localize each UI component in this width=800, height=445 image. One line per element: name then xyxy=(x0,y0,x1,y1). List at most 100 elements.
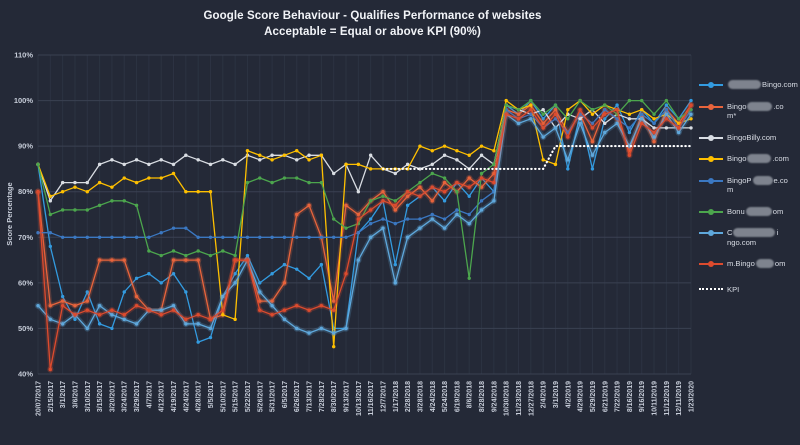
data-point-marker xyxy=(640,117,644,121)
data-point-marker xyxy=(344,235,348,239)
series-line-marker-icon xyxy=(699,176,723,185)
data-point-marker xyxy=(134,276,139,280)
data-point-marker xyxy=(442,217,447,221)
data-point-marker xyxy=(122,313,126,317)
data-point-marker xyxy=(122,162,126,167)
data-point-marker xyxy=(97,180,102,185)
data-point-marker xyxy=(492,149,496,153)
data-point-marker xyxy=(368,221,373,226)
data-point-marker xyxy=(331,344,336,349)
data-point-marker xyxy=(196,258,200,262)
data-point-marker xyxy=(541,135,545,139)
data-point-marker xyxy=(553,103,558,107)
legend-item-bingo-com[interactable]: Bingo.com xyxy=(699,80,798,90)
data-point-marker xyxy=(541,158,545,162)
data-point-marker xyxy=(319,303,324,308)
data-point-marker xyxy=(147,308,151,312)
data-point-marker xyxy=(171,171,176,176)
x-axis-tick-label: 3/15/2017 xyxy=(97,381,104,412)
data-point-marker xyxy=(442,153,447,157)
data-point-marker xyxy=(282,235,287,239)
x-axis-tick-label: 5/26/2017 xyxy=(257,381,264,412)
data-point-marker xyxy=(258,158,262,162)
data-point-marker xyxy=(689,107,693,112)
x-axis-tick-label: 12/27/2018 xyxy=(528,381,535,416)
x-axis-tick-label: 6/19/2018 xyxy=(454,381,461,412)
data-point-marker xyxy=(196,235,200,239)
series-line-marker-icon xyxy=(699,80,723,89)
data-point-marker xyxy=(590,126,595,130)
legend-item-bingo-x-com[interactable]: Bingo .com xyxy=(699,154,798,164)
data-point-marker xyxy=(689,103,693,107)
legend-label: m.Bingo om xyxy=(727,259,786,268)
data-point-marker xyxy=(566,130,570,135)
data-point-marker xyxy=(664,112,669,116)
data-point-marker xyxy=(640,112,644,116)
series-line-marker-icon xyxy=(699,259,723,268)
data-point-marker xyxy=(393,262,398,267)
x-axis-tick-label: 6/21/2019 xyxy=(602,381,609,412)
data-point-marker xyxy=(689,112,693,116)
data-point-marker xyxy=(233,272,237,276)
data-point-marker xyxy=(159,313,163,317)
data-point-marker xyxy=(504,103,508,107)
series-line xyxy=(37,113,692,334)
data-point-marker xyxy=(516,112,521,116)
data-point-marker xyxy=(529,117,533,121)
data-point-marker xyxy=(442,226,447,230)
data-point-marker xyxy=(516,117,521,121)
data-point-marker xyxy=(479,176,484,180)
legend-item-bingobilly-com[interactable]: BingoBilly.com xyxy=(699,133,798,143)
data-point-marker xyxy=(529,112,533,116)
x-axis-tick-label: 3/6/2017 xyxy=(72,381,79,408)
data-point-marker xyxy=(652,126,656,130)
data-point-marker xyxy=(467,194,471,198)
data-point-marker xyxy=(85,180,89,185)
series-color-dot xyxy=(708,208,714,215)
series-line xyxy=(37,99,692,343)
legend-item-bingo-a-com[interactable]: Bingo .co m* xyxy=(699,101,798,121)
data-point-marker xyxy=(208,235,213,239)
data-point-marker xyxy=(73,235,77,239)
x-axis-tick-label: 8/16/2019 xyxy=(627,381,634,412)
x-axis-tick-label: 5/15/2017 xyxy=(233,381,240,412)
data-point-marker xyxy=(36,303,40,308)
data-point-marker xyxy=(541,117,545,121)
legend-item-bonus-com[interactable]: Bonu om xyxy=(699,206,798,217)
data-point-marker xyxy=(627,130,632,135)
legend-item-bingopalace-com[interactable]: BingoP e.co m xyxy=(699,175,798,195)
data-point-marker xyxy=(664,126,669,130)
kpi-line-swatch xyxy=(699,287,723,290)
data-point-marker xyxy=(233,317,237,322)
data-point-marker xyxy=(208,253,213,258)
y-axis-tick-label: 90% xyxy=(18,142,33,151)
data-point-marker xyxy=(196,158,200,162)
x-axis-tick-label: 11/12/2019 xyxy=(664,381,671,416)
data-point-marker xyxy=(418,226,422,230)
legend-item-kpi[interactable]: KPI xyxy=(699,285,798,295)
series-color-dot xyxy=(708,261,714,267)
data-point-marker xyxy=(171,226,176,230)
data-point-marker xyxy=(159,308,163,312)
redacted-text-blur xyxy=(747,154,772,163)
data-point-marker xyxy=(147,162,151,167)
data-point-marker xyxy=(307,203,311,208)
data-point-marker xyxy=(270,153,274,157)
chart-title-line2: Acceptable = Equal or above KPI (90%) xyxy=(264,26,481,38)
data-point-marker xyxy=(405,190,410,194)
y-axis-tick-label: 50% xyxy=(18,324,33,333)
data-point-marker xyxy=(258,281,262,285)
data-point-marker xyxy=(529,98,533,103)
data-point-marker xyxy=(356,212,361,217)
legend-item-m-bingo-com[interactable]: m.Bingo om xyxy=(699,259,798,269)
data-point-marker xyxy=(184,190,188,194)
data-point-marker xyxy=(492,180,496,185)
data-point-marker xyxy=(171,258,176,262)
x-axis-tick-label: 6/26/2017 xyxy=(294,381,301,412)
data-point-marker xyxy=(134,322,139,326)
data-point-marker xyxy=(159,158,163,162)
data-point-marker xyxy=(492,171,496,176)
data-point-marker xyxy=(578,107,582,112)
data-point-marker xyxy=(368,217,373,221)
